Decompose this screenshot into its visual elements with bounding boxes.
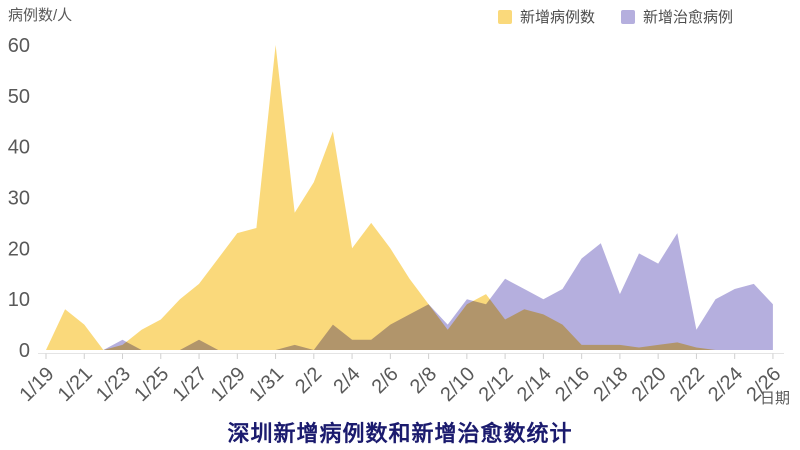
x-tick-label: 2/20 xyxy=(628,363,671,406)
y-tick-label: 50 xyxy=(8,86,30,108)
x-tick-label: 1/19 xyxy=(15,363,58,406)
x-tick-label: 2/16 xyxy=(551,363,594,406)
y-tick-label: 0 xyxy=(19,340,30,362)
x-tick-label: 2/22 xyxy=(666,363,709,406)
x-tick-label: 2/14 xyxy=(513,363,556,406)
y-tick-label: 10 xyxy=(8,289,30,311)
area-series-group xyxy=(46,45,773,350)
area-new-cases xyxy=(46,45,773,350)
y-tick-label: 60 xyxy=(8,35,30,57)
x-tick-label: 1/29 xyxy=(207,363,250,406)
chart-title: 深圳新增病例数和新增治愈数统计 xyxy=(227,421,573,446)
y-tick-label: 40 xyxy=(8,137,30,159)
legend-label-new-cases: 新增病例数 xyxy=(520,9,596,26)
x-tick-label: 1/25 xyxy=(130,363,173,406)
legend-swatch-new-cured xyxy=(621,9,636,24)
x-axis-title: 日期 xyxy=(760,390,790,407)
x-tick-label: 2/4 xyxy=(329,363,364,398)
legend: 新增病例数 新增治愈病例 xyxy=(498,6,733,27)
legend-item-new-cases: 新增病例数 xyxy=(498,6,595,27)
x-tick-label: 1/23 xyxy=(92,363,135,406)
x-tick-label: 2/10 xyxy=(436,363,479,406)
x-tick-label: 2/6 xyxy=(368,363,403,398)
y-axis-title: 病例数/人 xyxy=(8,7,72,24)
x-tick-label: 1/21 xyxy=(54,363,97,406)
x-tick-label: 2/24 xyxy=(704,363,747,406)
area-new-cured xyxy=(46,233,773,350)
y-tick-label: 30 xyxy=(8,188,30,210)
x-tick-label: 2/8 xyxy=(406,363,441,398)
x-tick-label: 2/12 xyxy=(475,363,518,406)
legend-item-new-cured: 新增治愈病例 xyxy=(621,6,733,27)
y-tick-label: 20 xyxy=(8,238,30,260)
legend-label-new-cured: 新增治愈病例 xyxy=(643,9,734,26)
axes-group: 0 10 20 30 40 50 60 1/191/211/231/251/271/291/3… xyxy=(8,35,786,406)
legend-swatch-new-cases xyxy=(498,9,512,24)
x-tick-label: 2/2 xyxy=(291,363,326,398)
x-tick-label: 1/31 xyxy=(245,363,288,406)
x-tick-label: 2/18 xyxy=(589,363,632,406)
x-tick-label: 1/27 xyxy=(168,363,211,406)
